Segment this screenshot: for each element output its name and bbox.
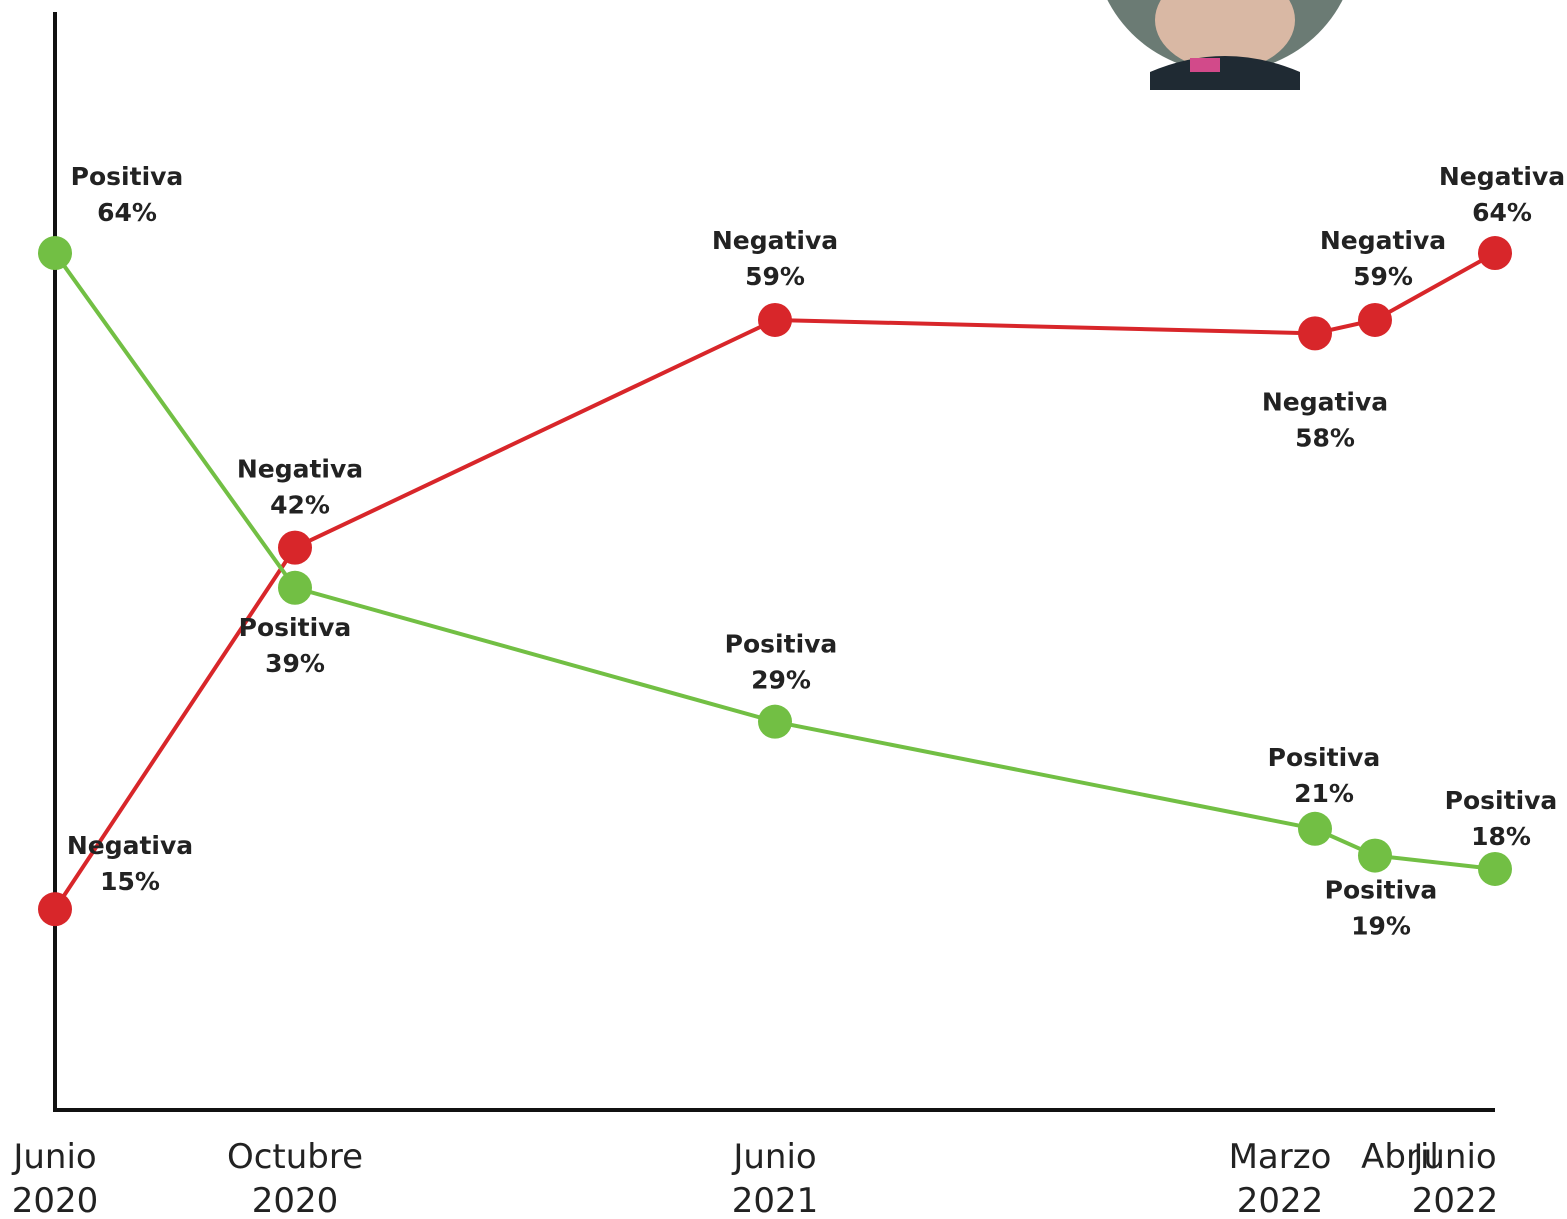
data-label-name: Positiva (1268, 743, 1381, 772)
data-label-name: Negativa (237, 455, 363, 484)
x-tick-label: Junio 2020 (11, 1137, 98, 1219)
data-label: 64% (97, 198, 157, 227)
point (1358, 302, 1392, 337)
point (38, 892, 72, 927)
x-tick-label: Marzo 2022 (1229, 1137, 1332, 1219)
point (278, 530, 312, 565)
point (758, 302, 792, 337)
point (758, 704, 792, 739)
point (38, 236, 72, 271)
data-label: 29% (751, 666, 811, 695)
x-tick-label: Octubre 2020 (227, 1137, 363, 1219)
data-label: 58% (1295, 423, 1355, 452)
data-label-name: Positiva (71, 162, 184, 191)
data-label: 39% (265, 649, 325, 678)
x-tick-label: Junio 2021 (731, 1137, 818, 1219)
data-label: 18% (1471, 822, 1531, 851)
data-label-name: Negativa (1262, 387, 1388, 416)
data-label: 64% (1472, 198, 1532, 227)
point (1478, 851, 1512, 886)
data-label-name: Negativa (712, 226, 838, 255)
data-label-name: Negativa (1320, 226, 1446, 255)
data-label-name: Negativa (1439, 162, 1565, 191)
point (1298, 811, 1332, 846)
data-label-name: Negativa (67, 831, 193, 860)
data-label: 15% (100, 867, 160, 896)
data-label: 42% (270, 491, 330, 520)
photo (1107, 0, 1343, 90)
line (53, 251, 1496, 911)
data-label-name: Positiva (725, 630, 838, 659)
data-label-name: Positiva (1325, 876, 1438, 905)
data-label: 59% (745, 262, 805, 291)
point (1298, 316, 1332, 351)
line (53, 251, 1496, 871)
data-label-name: Positiva (1445, 786, 1558, 815)
data-label-name: Positiva (239, 613, 352, 642)
data-label: 59% (1353, 262, 1413, 291)
x-tick-label: Abril (1361, 1137, 1439, 1177)
point (1358, 838, 1392, 873)
data-label: 19% (1351, 912, 1411, 941)
data-label: 21% (1294, 779, 1354, 808)
point (278, 570, 312, 605)
point (1478, 236, 1512, 271)
x-tick-label: Junio 2022 (1411, 1137, 1498, 1219)
